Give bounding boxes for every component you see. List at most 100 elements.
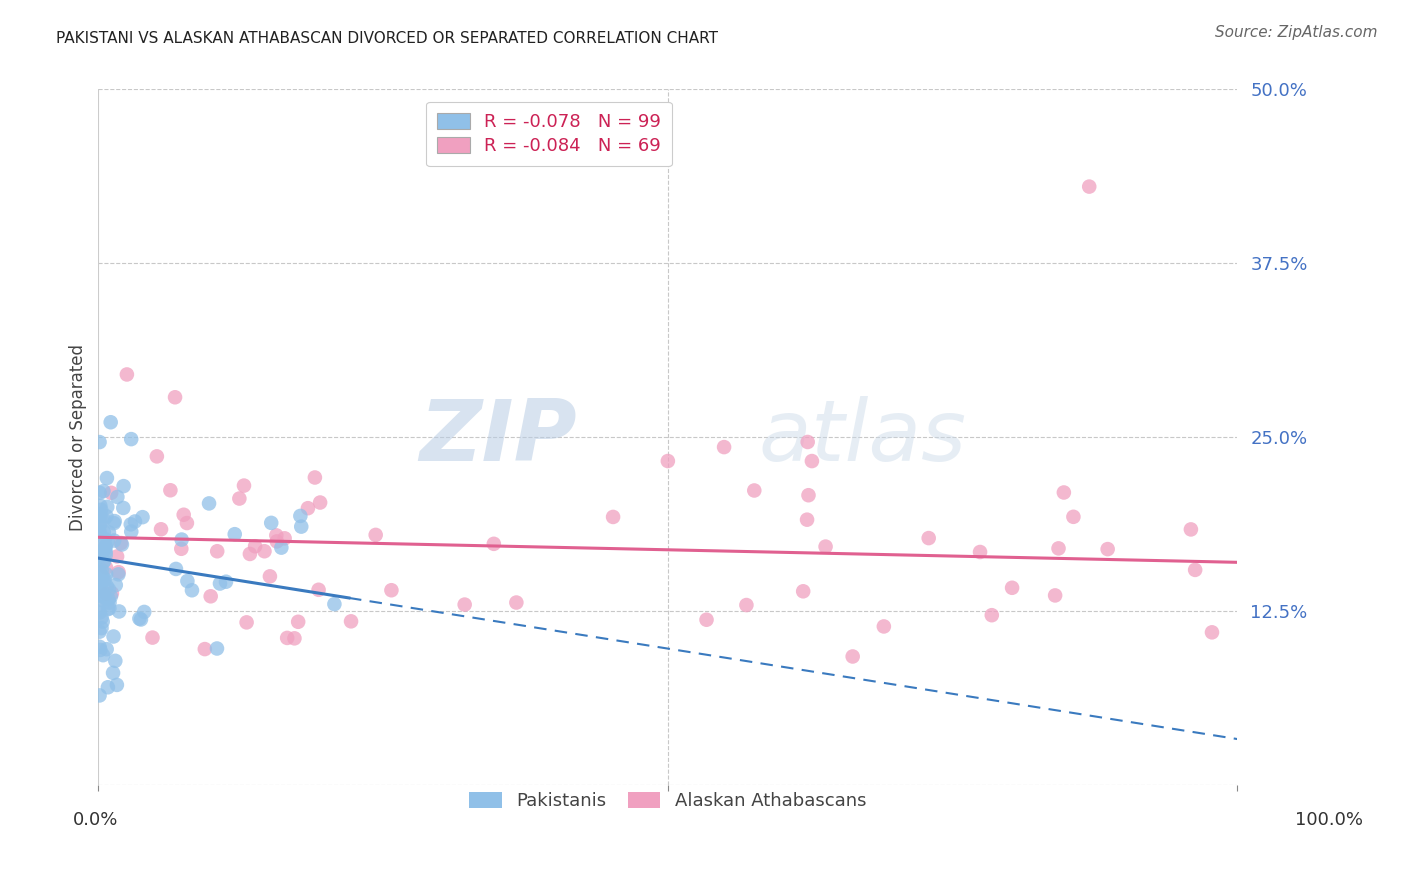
Point <box>103 630 125 644</box>
Point <box>696 613 718 627</box>
Point <box>1180 523 1202 537</box>
Point <box>100 590 122 604</box>
Point <box>89 566 111 581</box>
Point <box>1078 179 1101 194</box>
Point <box>141 631 163 645</box>
Point <box>260 516 283 530</box>
Point <box>796 434 818 449</box>
Point <box>94 540 117 554</box>
Point <box>287 615 309 629</box>
Point <box>129 612 152 626</box>
Point <box>90 502 112 516</box>
Point <box>107 565 129 579</box>
Point <box>91 569 114 583</box>
Point <box>93 513 115 527</box>
Point <box>1201 625 1223 640</box>
Point <box>873 619 896 633</box>
Point <box>96 471 118 485</box>
Point <box>205 641 228 656</box>
Point <box>103 533 125 548</box>
Point <box>89 548 111 562</box>
Point <box>841 649 863 664</box>
Point <box>105 678 128 692</box>
Point <box>89 643 111 657</box>
Point <box>93 542 115 557</box>
Point <box>290 508 312 523</box>
Point <box>742 483 765 498</box>
Point <box>91 536 114 550</box>
Point <box>134 605 156 619</box>
Point <box>96 500 118 514</box>
Point <box>273 532 295 546</box>
Point <box>657 454 679 468</box>
Point <box>104 514 127 528</box>
Point <box>96 509 118 524</box>
Point <box>89 583 111 598</box>
Point <box>98 582 121 597</box>
Point <box>176 516 198 530</box>
Point <box>89 507 111 521</box>
Point <box>90 563 112 577</box>
Point <box>93 573 115 587</box>
Point <box>94 560 117 574</box>
Point <box>170 541 193 556</box>
Point <box>131 510 153 524</box>
Point <box>89 624 111 639</box>
Point <box>150 522 173 536</box>
Point <box>259 569 281 583</box>
Point <box>108 604 131 618</box>
Text: atlas: atlas <box>759 395 967 479</box>
Point <box>297 501 319 516</box>
Point <box>165 562 187 576</box>
Point <box>89 499 111 513</box>
Point <box>308 582 330 597</box>
Point <box>96 579 118 593</box>
Point <box>94 544 117 558</box>
Point <box>110 536 132 550</box>
Point <box>1053 485 1076 500</box>
Point <box>101 586 124 600</box>
Point <box>1001 581 1024 595</box>
Point <box>104 578 127 592</box>
Point <box>120 432 142 446</box>
Point <box>100 485 122 500</box>
Point <box>97 525 120 540</box>
Legend: Pakistanis, Alaskan Athabascans: Pakistanis, Alaskan Athabascans <box>458 781 877 822</box>
Point <box>90 509 112 524</box>
Point <box>713 440 735 454</box>
Point <box>89 516 111 530</box>
Point <box>453 598 475 612</box>
Point <box>89 640 111 654</box>
Point <box>276 631 298 645</box>
Point <box>120 524 142 539</box>
Point <box>89 549 111 563</box>
Point <box>482 537 505 551</box>
Point <box>208 576 231 591</box>
Point <box>304 470 326 484</box>
Point <box>91 590 114 604</box>
Point <box>1047 541 1070 556</box>
Point <box>797 488 820 502</box>
Point <box>94 532 117 546</box>
Point <box>124 515 146 529</box>
Point <box>90 610 112 624</box>
Point <box>792 584 814 599</box>
Point <box>233 478 256 492</box>
Point <box>309 495 332 509</box>
Point <box>266 528 288 542</box>
Point <box>89 689 111 703</box>
Point <box>128 611 150 625</box>
Point <box>97 592 120 607</box>
Point <box>602 510 624 524</box>
Point <box>918 531 941 545</box>
Point <box>239 547 262 561</box>
Point <box>89 577 111 591</box>
Point <box>814 540 837 554</box>
Point <box>170 533 193 547</box>
Point <box>290 519 312 533</box>
Point <box>1184 563 1206 577</box>
Text: 100.0%: 100.0% <box>1295 811 1362 829</box>
Text: ZIP: ZIP <box>419 395 576 479</box>
Text: PAKISTANI VS ALASKAN ATHABASCAN DIVORCED OR SEPARATED CORRELATION CHART: PAKISTANI VS ALASKAN ATHABASCAN DIVORCED… <box>56 31 718 46</box>
Point <box>198 496 221 510</box>
